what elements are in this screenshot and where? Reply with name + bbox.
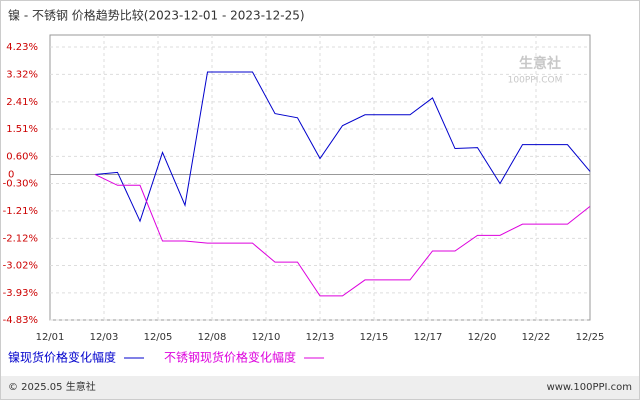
x-tick-label: 12/20 [468,332,497,343]
watermark-name: 生意社 [519,55,561,72]
legend-label: 不锈钢现货价格变化幅度 [164,350,296,365]
y-tick-label: -3.02% [3,260,38,271]
y-tick-label: 0 [8,169,14,180]
series-line [94,174,591,297]
x-tick-label: 12/10 [252,332,281,343]
footer-right: www.100PPI.com [547,382,632,393]
x-tick-label: 12/15 [360,332,389,343]
x-tick-label: 12/08 [198,332,227,343]
y-tick-label: -1.21% [3,206,38,217]
x-tick-label: 12/22 [522,332,551,343]
x-tick-label: 12/05 [144,332,173,343]
x-tick-label: 12/17 [414,332,443,343]
x-tick-label: 12/01 [36,332,65,343]
watermark-site: 100PPI.COM [508,76,563,86]
y-tick-label: 1.51% [6,124,38,135]
x-tick-label: 12/25 [576,332,605,343]
x-tick-label: 12/03 [90,332,119,343]
x-tick-label: 12/13 [306,332,335,343]
y-tick-label: 2.41% [6,97,38,108]
legend-label: 镍现货价格变化幅度 [8,350,116,365]
y-tick-label: -4.83% [3,315,38,326]
y-tick-label: -3.93% [3,288,38,299]
y-tick-label: -0.30% [3,179,38,190]
chart-title: 镍 - 不锈钢 价格趋势比较(2023-12-01 - 2023-12-25) [8,8,305,23]
series-line [94,71,591,223]
y-tick-label: -2.12% [3,233,38,244]
y-tick-label: 4.23% [6,42,38,53]
y-tick-label: 3.32% [6,69,38,80]
footer-band [1,376,639,399]
y-tick-label: 0.60% [6,151,38,162]
footer-left: © 2025.05 生意社 [8,380,96,393]
